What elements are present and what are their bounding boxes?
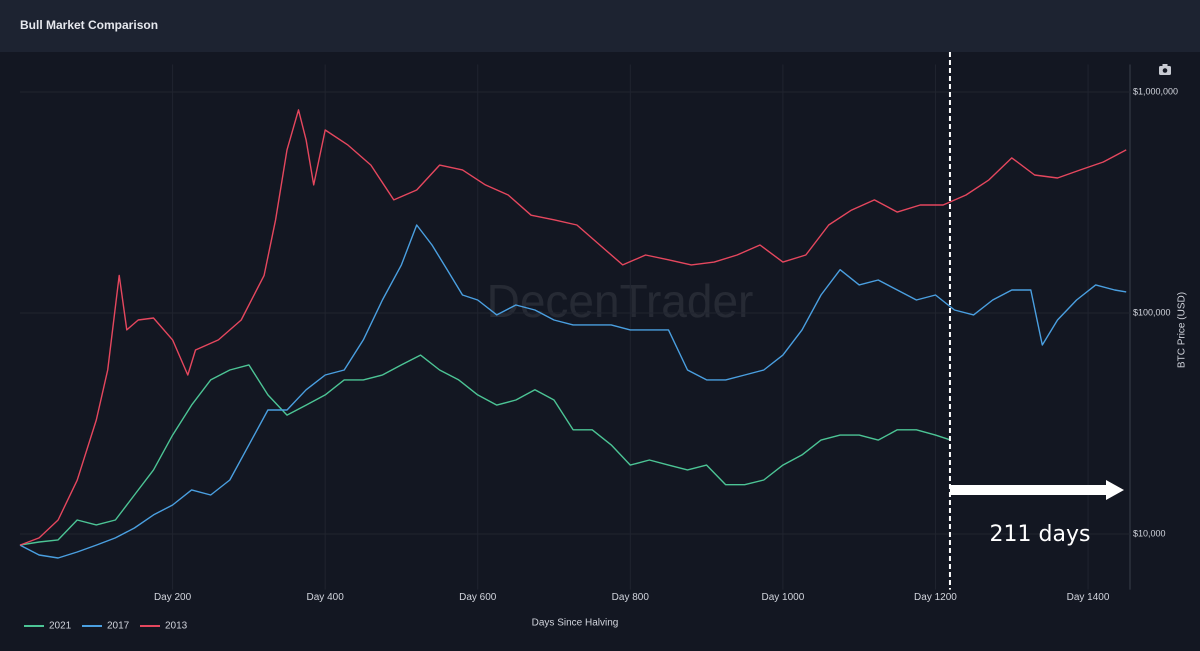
- series-line: [19, 224, 1127, 559]
- legend-label: 2013: [165, 621, 188, 632]
- x-tick-label: Day 1200: [914, 592, 957, 603]
- x-tick-label: Day 1000: [761, 592, 804, 603]
- header: [0, 0, 1200, 52]
- y-axis-label: BTC Price (USD): [1177, 292, 1188, 368]
- series-line: [19, 354, 951, 546]
- legend-label: 2017: [107, 621, 130, 632]
- watermark: DecenTrader: [487, 275, 754, 327]
- annotation-arrow-head: [1106, 480, 1124, 500]
- x-tick-label: Day 600: [459, 592, 497, 603]
- y-tick-label: $10,000: [1133, 528, 1166, 538]
- x-tick-label: Day 400: [307, 592, 345, 603]
- x-tick-label: Day 800: [612, 592, 650, 603]
- y-tick-label: $100,000: [1133, 307, 1171, 317]
- x-tick-label: Day 200: [154, 592, 192, 603]
- y-tick-label: $1,000,000: [1133, 86, 1178, 96]
- camera-icon[interactable]: [1159, 64, 1171, 75]
- annotation-arrow-shaft: [949, 485, 1108, 495]
- legend-label: 2021: [49, 621, 72, 632]
- chart-title: Bull Market Comparison: [20, 18, 158, 32]
- series-line: [19, 109, 1127, 546]
- x-tick-label: Day 1400: [1067, 592, 1110, 603]
- x-axis-label: Days Since Halving: [532, 618, 619, 629]
- annotation-text: 211 days: [990, 522, 1091, 547]
